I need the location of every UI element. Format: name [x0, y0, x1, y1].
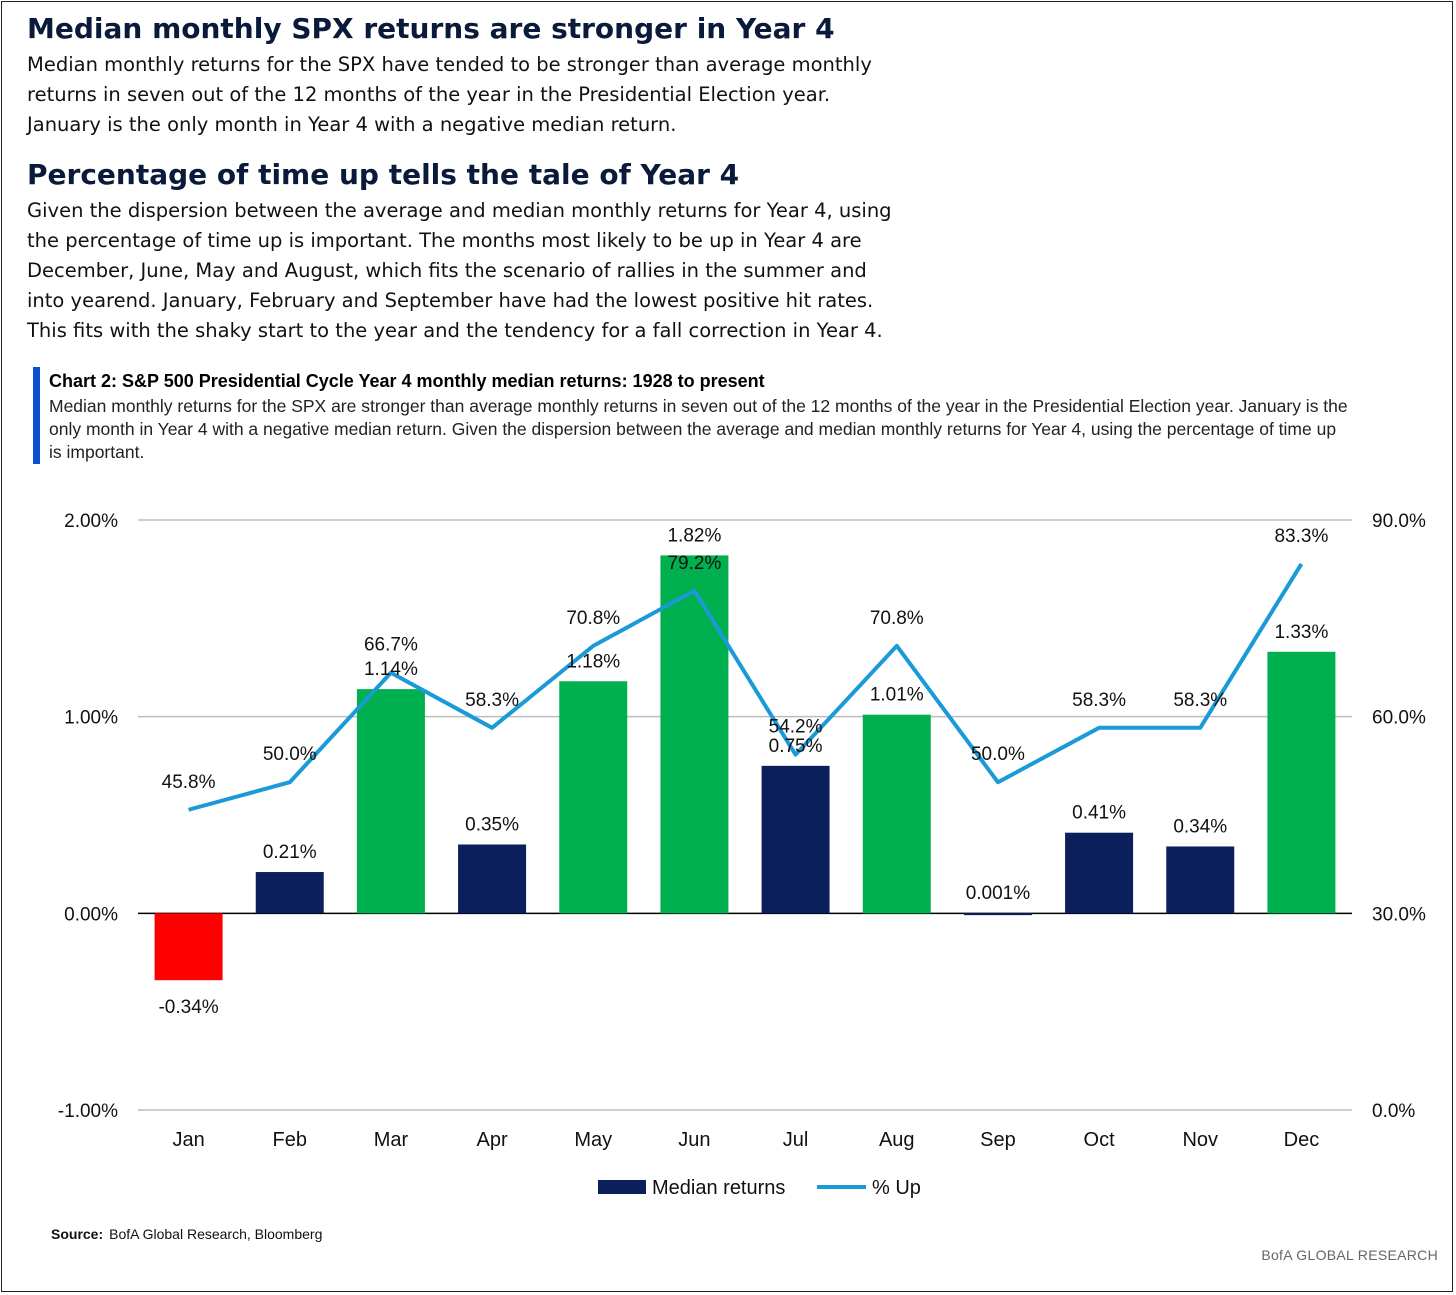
legend-label-bars: Median returns: [652, 1177, 785, 1199]
source-label: Source:: [51, 1226, 103, 1242]
source-text: BofA Global Research, Bloomberg: [109, 1226, 322, 1242]
legend: Median returns % Up: [598, 1177, 921, 1199]
bar-sep: [964, 913, 1032, 915]
x-tick-label: Aug: [879, 1129, 915, 1151]
x-tick-label: Oct: [1084, 1129, 1116, 1151]
data-labels: -0.34% 0.21% 1.14% 0.35% 1.18% 1.82% 0.75% 1.01…: [158, 525, 1328, 1018]
bar-feb: [256, 872, 324, 913]
x-tick-label: Jun: [678, 1129, 710, 1151]
bar-label: 1.18%: [566, 651, 620, 672]
bar-label: 1.14%: [364, 659, 418, 680]
x-tick-label: Jan: [172, 1129, 204, 1151]
bar-may: [559, 681, 627, 913]
line-label: 83.3%: [1274, 526, 1328, 547]
y-left-tick-label: 2.00%: [64, 511, 118, 532]
y-left-tick-label: -1.00%: [58, 1101, 118, 1122]
bar-dec: [1267, 652, 1335, 914]
y-right-tick-label: 0.0%: [1372, 1101, 1415, 1122]
bar-apr: [458, 845, 526, 914]
y-right-tick-label: 30.0%: [1372, 904, 1426, 925]
line-label: 79.2%: [667, 553, 721, 574]
line-label: 50.0%: [263, 744, 317, 765]
bar-label: 0.75%: [769, 736, 823, 757]
bar-mar: [357, 689, 425, 913]
bar-jul: [762, 766, 830, 914]
line-label: 66.7%: [364, 635, 418, 656]
line-label: 70.8%: [566, 608, 620, 629]
line-label: 45.8%: [162, 772, 216, 793]
legend-label-line: % Up: [872, 1177, 921, 1199]
bar-label: 0.41%: [1072, 803, 1126, 824]
bar-label: 1.33%: [1274, 622, 1328, 643]
x-tick-label: Mar: [374, 1129, 409, 1151]
y-right-tick-label: 90.0%: [1372, 511, 1426, 532]
bar-series: [155, 555, 1336, 980]
legend-swatch-bars: [598, 1180, 646, 1194]
x-tick-label: Sep: [980, 1129, 1016, 1151]
bar-oct: [1065, 833, 1133, 914]
x-tick-label: Jul: [783, 1129, 809, 1151]
line-series: [189, 564, 1302, 810]
bar-aug: [863, 715, 931, 914]
bar-label: 0.001%: [966, 883, 1031, 904]
x-tick-label: Apr: [477, 1129, 508, 1151]
x-tick-label: Feb: [273, 1129, 307, 1151]
line-label: 50.0%: [971, 744, 1025, 765]
x-tick-label: Dec: [1284, 1129, 1320, 1151]
line-label: 70.8%: [870, 608, 924, 629]
line-pct-up: [189, 564, 1302, 810]
line-label: 58.3%: [465, 690, 519, 711]
combo-chart: -0.34% 0.21% 1.14% 0.35% 1.18% 1.82% 0.75% 1.01…: [0, 0, 1456, 1295]
bar-label: -0.34%: [158, 997, 218, 1018]
bar-label: 0.35%: [465, 815, 519, 836]
source-note: Source: BofA Global Research, Bloomberg: [51, 1226, 322, 1242]
bar-label: 1.82%: [667, 525, 721, 546]
y-left-tick-label: 1.00%: [64, 708, 118, 729]
bar-label: 0.34%: [1173, 816, 1227, 837]
x-tick-label: Nov: [1182, 1129, 1218, 1151]
line-label: 58.3%: [1072, 690, 1126, 711]
bar-label: 0.21%: [263, 842, 317, 863]
gridlines: [138, 520, 1352, 1110]
bar-jun: [660, 555, 728, 913]
bar-label: 1.01%: [870, 685, 924, 706]
bar-nov: [1166, 846, 1234, 913]
x-tick-label: May: [574, 1129, 612, 1151]
line-label: 58.3%: [1173, 690, 1227, 711]
y-left-tick-label: 0.00%: [64, 904, 118, 925]
bar-jan: [155, 913, 223, 980]
brand-footer: BofA GLOBAL RESEARCH: [1261, 1247, 1438, 1263]
y-right-tick-label: 60.0%: [1372, 708, 1426, 729]
line-label: 54.2%: [769, 717, 823, 738]
